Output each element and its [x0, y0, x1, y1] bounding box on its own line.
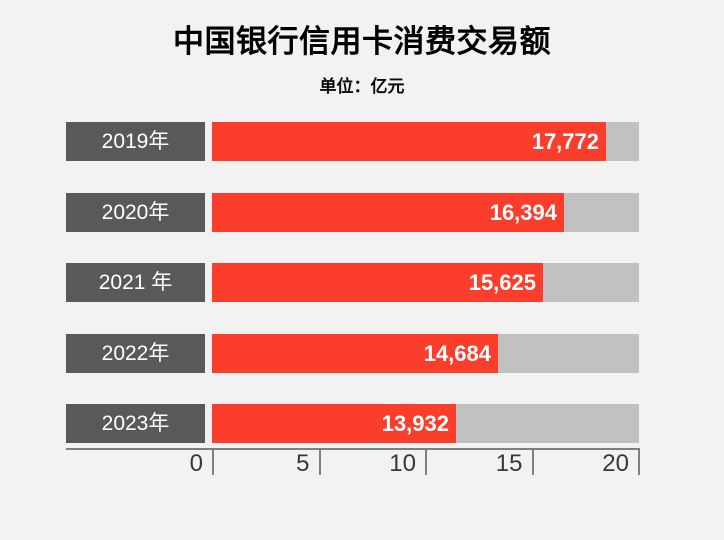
bar-value-label: 14,684 [423, 340, 491, 366]
year-label-box: 2021 年 [66, 263, 205, 302]
chart-unit-subtitle: 单位：亿元 [319, 77, 405, 96]
bar-fill: 14,684 [212, 333, 498, 373]
bar-track: 15,625 [212, 263, 639, 302]
year-label-box: 2022年 [66, 333, 205, 373]
x-axis-tick [212, 448, 214, 475]
bar-fill: 15,625 [212, 263, 543, 302]
bar-fill: 16,394 [212, 192, 564, 232]
year-label: 2020年 [101, 200, 170, 224]
year-label-box: 2023年 [66, 404, 205, 443]
bar-row: 2022年 14,684 [0, 333, 724, 373]
x-axis-tick-label: 10 [389, 450, 416, 477]
bar-track: 16,394 [212, 192, 639, 232]
bar-fill: 13,932 [212, 404, 456, 443]
bar-track: 17,772 [212, 122, 639, 161]
bar-row: 2019年 17,772 [0, 122, 724, 161]
year-label: 2021 年 [98, 271, 173, 294]
x-axis-tick [638, 448, 640, 475]
bar-track: 14,684 [212, 333, 639, 373]
bar-row: 2023年 13,932 [0, 404, 724, 443]
chart-title: 中国银行信用卡消费交易额 [173, 24, 551, 59]
year-label: 2019年 [101, 130, 170, 153]
x-axis-tick-label: 0 [189, 450, 203, 477]
bar-value-label: 13,932 [381, 411, 449, 436]
bar-fill: 17,772 [212, 122, 606, 161]
bar-value-label: 17,772 [531, 129, 599, 154]
bar-row: 2020年 16,394 [0, 192, 724, 232]
x-axis-line [66, 448, 639, 450]
x-axis-tick [531, 448, 534, 475]
year-label-box: 2019年 [66, 122, 205, 161]
x-axis-tick-label: 5 [296, 450, 310, 477]
x-axis-tick [425, 448, 427, 475]
bar-value-label: 15,625 [468, 270, 536, 295]
x-axis-tick-label: 20 [602, 450, 629, 477]
bar-row: 2021 年 15,625 [0, 263, 724, 302]
x-axis-tick-label: 15 [495, 450, 523, 477]
x-axis-tick [318, 448, 321, 475]
bar-value-label: 16,394 [489, 199, 557, 225]
year-label-box: 2020年 [66, 192, 205, 232]
bar-track: 13,932 [212, 404, 639, 443]
year-label: 2022年 [101, 341, 170, 365]
year-label: 2023年 [101, 412, 170, 435]
